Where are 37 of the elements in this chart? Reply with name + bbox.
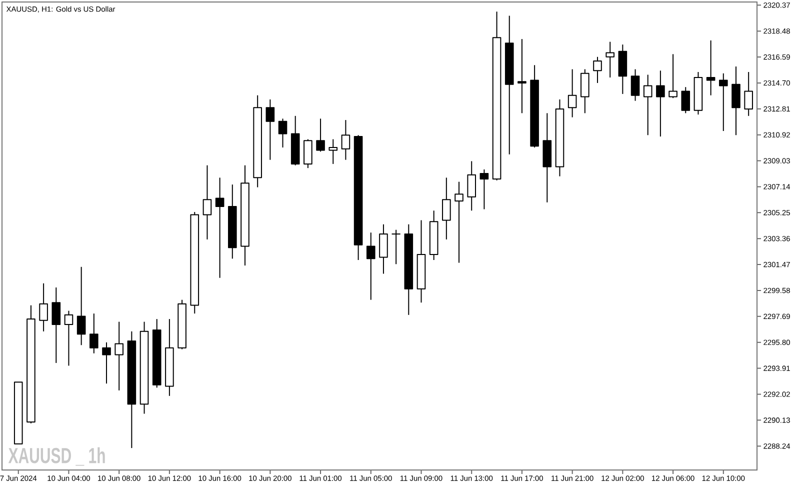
candlestick [102, 342, 111, 384]
candlestick [681, 86, 690, 114]
candlestick [442, 177, 451, 240]
candlestick [630, 68, 640, 102]
candlestick [480, 168, 489, 210]
candlestick [202, 164, 212, 240]
candlestick [568, 68, 577, 118]
candlestick [76, 266, 86, 346]
candlestick [366, 232, 376, 300]
candlestick [379, 224, 388, 274]
candlestick [316, 118, 325, 152]
candlestick [467, 160, 476, 212]
candlestick [593, 56, 602, 84]
candlestick [744, 71, 753, 116]
candlestick [304, 138, 312, 169]
candlestick [606, 41, 614, 78]
candlestick [392, 229, 400, 265]
candlestick [656, 70, 665, 137]
candlestick [64, 310, 74, 366]
candlestick [732, 66, 740, 136]
candlestick [278, 118, 288, 148]
candlestick [90, 313, 98, 354]
candlestick [580, 68, 590, 114]
candlestick [718, 72, 728, 132]
candlestick [668, 54, 678, 99]
candlestick [52, 286, 61, 364]
candlestick [328, 138, 338, 164]
candlestick [39, 282, 48, 332]
candlestick [114, 321, 124, 391]
candlestick [706, 40, 716, 96]
candlestick [643, 74, 652, 136]
candlestick [454, 181, 464, 264]
candlestick [518, 38, 526, 114]
candlestick [266, 98, 275, 160]
candlestick [215, 177, 224, 278]
annotation: XAUUSD _ 1h [8, 447, 105, 466]
candlestick [341, 120, 350, 160]
